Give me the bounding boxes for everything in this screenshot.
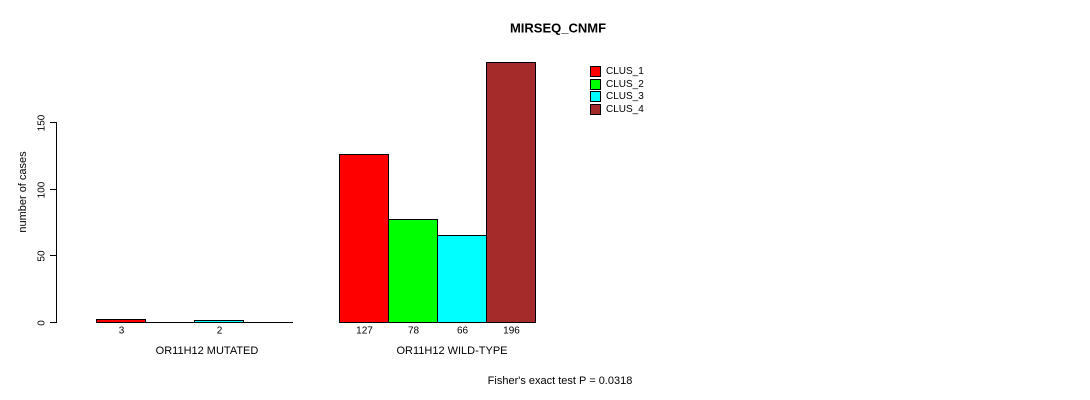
legend-item: CLUS_4 (590, 103, 644, 115)
chart-title: MIRSEQ_CNMF (509, 20, 607, 36)
y-axis-label: number of cases (17, 151, 29, 233)
bar-value-label: 3 (118, 325, 125, 337)
bar-CLUS_2 (388, 219, 438, 323)
legend-label: CLUS_1 (606, 65, 644, 77)
bar-CLUS_4-zero (243, 322, 293, 323)
y-tick-label: 150 (36, 114, 48, 132)
y-tick (50, 189, 56, 190)
footnote: Fisher's exact test P = 0.0318 (487, 375, 633, 387)
legend-item: CLUS_3 (590, 90, 644, 102)
y-tick-label: 0 (36, 320, 48, 326)
legend-label: CLUS_4 (606, 103, 644, 115)
bar-CLUS_4 (486, 62, 536, 323)
legend-swatch-CLUS_1 (590, 65, 601, 77)
bar-value-label: 2 (216, 325, 223, 337)
bar-CLUS_2-zero (145, 322, 195, 323)
y-tick (50, 255, 56, 256)
legend-swatch-CLUS_3 (590, 90, 601, 102)
category-label: OR11H12 WILD-TYPE (396, 345, 508, 357)
y-axis-line (56, 122, 57, 323)
y-tick-label: 50 (36, 250, 48, 262)
bar-CLUS_3 (194, 320, 244, 323)
y-tick (50, 122, 56, 123)
legend-label: CLUS_3 (606, 90, 644, 102)
legend-swatch-CLUS_4 (590, 103, 601, 115)
y-tick-label: 100 (36, 181, 48, 199)
category-label: OR11H12 MUTATED (155, 345, 259, 357)
bar-value-label: 66 (456, 325, 469, 337)
legend-item: CLUS_1 (590, 65, 644, 77)
bar-value-label: 196 (503, 325, 520, 337)
legend-swatch-CLUS_2 (590, 78, 601, 90)
bar-CLUS_3 (437, 235, 487, 323)
bar-value-label: 78 (407, 325, 420, 337)
legend-label: CLUS_2 (606, 78, 644, 90)
legend-item: CLUS_2 (590, 78, 644, 90)
y-tick (50, 322, 56, 323)
bar-CLUS_1 (96, 319, 146, 323)
bar-CLUS_1 (339, 154, 389, 323)
bar-value-label: 127 (356, 325, 373, 337)
